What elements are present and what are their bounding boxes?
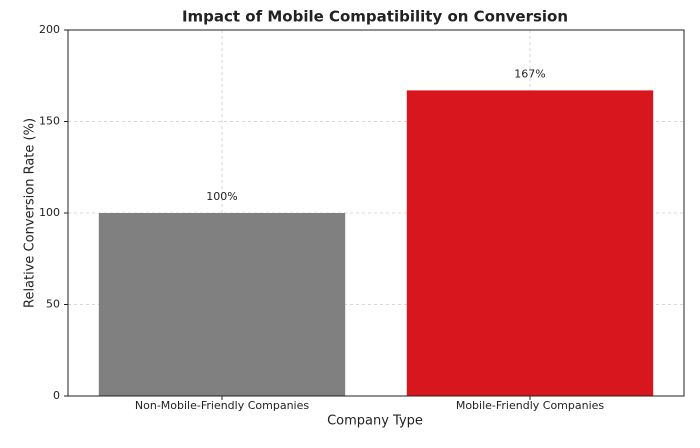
value-label: 100% [206,190,237,203]
x-axis-label: Company Type [327,414,423,429]
x-tick-label: Non-Mobile-Friendly Companies [135,399,309,412]
y-axis-label: Relative Conversion Rate (%) [23,118,38,308]
y-tick-label: 0 [53,389,60,402]
bar [98,213,346,396]
bar [406,90,654,396]
y-tick-label: 150 [39,115,60,128]
y-tick-label: 200 [39,23,60,36]
value-label: 167% [514,67,545,80]
chart-title: Impact of Mobile Compatibility on Conver… [182,8,568,26]
plot-frame [67,29,685,397]
y-tick-label: 100 [39,206,60,219]
y-tick-label: 50 [46,298,60,311]
x-tick-label: Mobile-Friendly Companies [456,399,605,412]
